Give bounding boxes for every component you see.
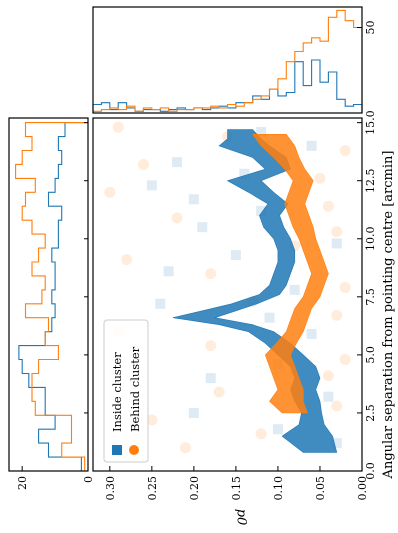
x-tick-label-4: 10.0	[364, 227, 377, 252]
top-histogram-panel: 50	[93, 7, 377, 113]
behind-point-17	[323, 201, 334, 212]
x-tick-label-2: 5.0	[364, 346, 377, 364]
behind-point-7	[205, 340, 216, 351]
behind-point-1	[256, 428, 267, 439]
behind-point-0	[180, 442, 191, 453]
legend-label-behind: Behind cluster	[128, 346, 142, 432]
behind-point-4	[214, 387, 225, 398]
x-axis-label: Angular separation from pointing centre …	[381, 151, 396, 480]
inside-point-10	[290, 285, 300, 295]
x-tick-label-5: 12.5	[364, 168, 377, 193]
y-tick-label-3: 0.15	[230, 476, 243, 501]
y-axis-label: p0	[234, 509, 249, 526]
inside-point-11	[164, 266, 174, 276]
inside-point-13	[332, 238, 342, 248]
behind-point-16	[172, 212, 183, 223]
top-tick-label-0: 50	[364, 21, 377, 35]
left-frame	[9, 118, 88, 471]
inside-point-19	[172, 157, 182, 167]
legend-marker-behind	[129, 445, 139, 455]
top-hist-behind	[93, 10, 362, 113]
inside-point-20	[307, 141, 317, 151]
left-histogram-panel: 0 20	[9, 118, 95, 490]
inside-point-8	[265, 313, 275, 323]
behind-point-5	[323, 370, 334, 381]
behind-point-18	[104, 187, 115, 198]
behind-point-11	[340, 282, 351, 293]
y-tick-label-4: 0.20	[188, 476, 201, 501]
x-tick-label-6: 15.0	[364, 110, 377, 135]
y-tick-label-6: 0.30	[104, 476, 117, 501]
behind-point-21	[340, 145, 351, 156]
x-tick-label-1: 2.5	[364, 404, 377, 422]
behind-point-15	[331, 226, 342, 237]
inside-point-9	[155, 299, 165, 309]
top-frame	[93, 7, 362, 113]
inside-point-7	[307, 329, 317, 339]
inside-point-1	[273, 424, 283, 434]
inside-point-16	[189, 194, 199, 204]
behind-point-23	[113, 122, 124, 133]
y-tick-label-5: 0.25	[146, 476, 159, 501]
left-tick-label-0: 0	[82, 476, 95, 483]
behind-point-13	[121, 254, 132, 265]
behind-point-19	[314, 173, 325, 184]
left-tick-label-1: 20	[16, 476, 29, 490]
inside-point-17	[147, 180, 157, 190]
x-tick-label-3: 7.5	[364, 288, 377, 306]
main-panel: 0.02.55.07.510.012.515.00.000.050.100.15…	[93, 110, 396, 525]
behind-point-6	[340, 354, 351, 365]
legend-marker-inside	[112, 445, 122, 455]
inside-point-4	[206, 373, 216, 383]
inside-point-14	[197, 222, 207, 232]
left-hist-inside	[19, 123, 88, 471]
legend-label-inside: Inside cluster	[110, 352, 124, 432]
inside-point-3	[323, 392, 333, 402]
behind-point-9	[331, 310, 342, 321]
behind-point-20	[138, 159, 149, 170]
inside-point-12	[231, 250, 241, 260]
y-tick-label-1: 0.05	[314, 476, 327, 501]
inside-point-2	[189, 408, 199, 418]
y-tick-label-0: 0.00	[356, 476, 369, 501]
behind-point-3	[331, 400, 342, 411]
behind-point-12	[205, 268, 216, 279]
y-tick-label-2: 0.10	[272, 476, 285, 501]
